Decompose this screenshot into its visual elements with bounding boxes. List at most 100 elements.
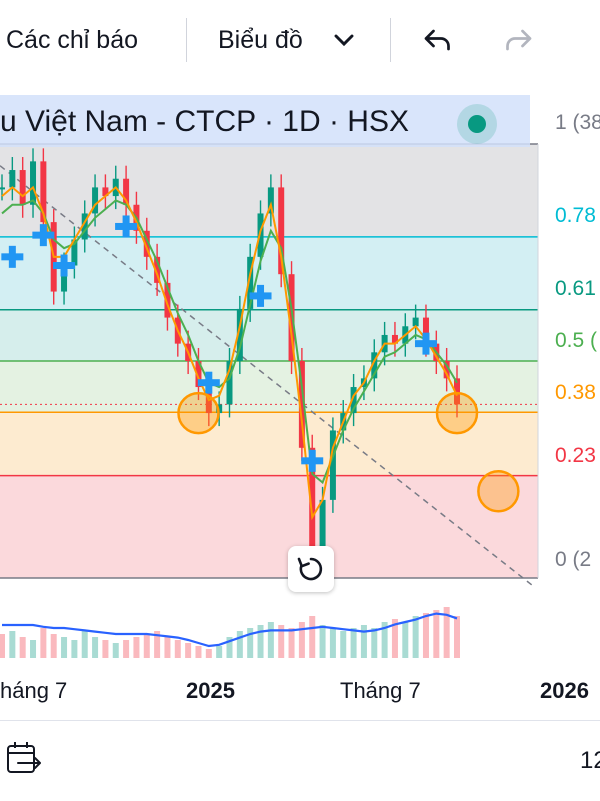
volume-bar <box>195 646 202 658</box>
volume-bar <box>360 625 367 658</box>
volume-bar <box>402 622 409 658</box>
volume-bar <box>81 631 88 658</box>
volume-bar <box>350 628 357 658</box>
volume-bar <box>267 622 274 658</box>
volume-bar <box>226 637 233 658</box>
reset-icon <box>297 557 323 581</box>
volume-bar <box>371 628 378 658</box>
candle-body <box>371 352 378 379</box>
volume-bar <box>40 628 47 658</box>
volume-bar <box>143 634 150 658</box>
candle-body <box>247 256 254 309</box>
target-circle-marker <box>177 391 220 435</box>
fib-label-0786: 0.78 <box>555 204 596 227</box>
fib-zone <box>0 309 538 361</box>
volume-bar <box>185 643 192 658</box>
symbol-title[interactable]: u Việt Nam - CTCP · 1D · HSX <box>0 105 409 138</box>
chart-area[interactable] <box>0 80 600 720</box>
volume-bar <box>174 640 181 658</box>
fib-zone <box>0 412 538 476</box>
volume-bar <box>288 628 295 658</box>
fib-label-0382: 0.38 <box>555 381 596 404</box>
fib-label-1: 1 (38 <box>555 111 600 134</box>
candle-body <box>257 213 264 257</box>
candle-body <box>71 239 78 266</box>
fib-label-0: 0 (2 <box>555 548 592 571</box>
time-label-1: háng 7 <box>0 678 68 703</box>
volume-bar <box>443 607 450 658</box>
time-label-2: 2025 <box>186 678 235 703</box>
fib-label-05: 0.5 ( <box>555 329 598 352</box>
candle-body <box>154 256 161 283</box>
signal-plus-marker <box>1 245 24 268</box>
signal-plus-marker <box>32 224 55 247</box>
candle-body <box>391 334 398 344</box>
signal-plus-marker <box>249 284 272 307</box>
volume-bar <box>247 628 254 658</box>
symbol-legend[interactable] <box>0 95 530 147</box>
volume-bar <box>298 622 305 658</box>
market-status-dot[interactable] <box>468 115 486 133</box>
timezone-label[interactable]: 12 <box>580 747 600 774</box>
signal-plus-marker <box>414 332 437 355</box>
redo-icon[interactable] <box>500 22 536 58</box>
signal-plus-marker <box>53 254 76 277</box>
chevron-down-icon[interactable] <box>328 24 360 56</box>
candle-body <box>319 499 326 552</box>
candle-body <box>123 178 130 205</box>
candle-body <box>298 361 305 448</box>
chart-type-button[interactable]: Biểu đồ <box>218 26 303 54</box>
signal-plus-marker <box>115 215 138 238</box>
indicators-button[interactable]: Các chỉ báo <box>6 26 139 54</box>
volume-bar <box>92 637 99 658</box>
signal-plus-marker <box>301 449 324 472</box>
volume-bar <box>309 616 316 658</box>
top-toolbar: Các chỉ báo Biểu đồ <box>0 0 600 80</box>
candle-body <box>329 430 336 500</box>
reset-chart-button[interactable] <box>288 546 334 592</box>
fib-zone <box>0 475 538 578</box>
volume-bar <box>278 625 285 658</box>
volume-bar <box>391 619 398 658</box>
candle-body <box>102 187 109 197</box>
target-circle-marker <box>435 391 479 435</box>
bottom-bar <box>0 720 600 801</box>
candle-body <box>412 317 419 327</box>
target-circle-marker <box>477 469 520 513</box>
candle-body <box>40 161 47 223</box>
volume-bar <box>205 649 212 658</box>
volume-bar <box>133 637 140 658</box>
volume-bar <box>257 625 264 658</box>
candle-body <box>61 265 68 292</box>
ma-fast-line <box>1 185 458 521</box>
undo-icon[interactable] <box>420 22 456 58</box>
volume-ma-line <box>2 612 458 648</box>
candle-body <box>30 161 37 205</box>
calendar-goto-icon[interactable] <box>4 739 44 779</box>
volume-bar <box>154 631 161 658</box>
volume-bar <box>216 646 223 658</box>
volume-bar <box>30 640 37 658</box>
volume-bar <box>329 628 336 658</box>
volume-bar <box>102 640 109 658</box>
candle-body <box>9 170 16 188</box>
candle-body <box>288 274 295 361</box>
volume-bar <box>454 616 460 658</box>
candle-body <box>226 361 233 405</box>
volume-bar <box>50 634 57 658</box>
volume-bar <box>19 637 26 658</box>
volume-bar <box>236 631 243 658</box>
candle-body <box>236 308 243 361</box>
volume-bar <box>319 625 326 658</box>
volume-bar <box>433 610 440 658</box>
volume-bar <box>123 640 130 658</box>
ma-slow-line <box>1 199 458 485</box>
volume-bar <box>0 634 5 658</box>
time-label-4: 2026 <box>540 678 589 703</box>
candle-body <box>454 378 460 405</box>
price-chart[interactable] <box>0 80 600 720</box>
candle-body <box>422 317 429 344</box>
candle-body <box>278 187 285 275</box>
candle-body <box>267 187 274 214</box>
candle-body <box>143 230 150 257</box>
